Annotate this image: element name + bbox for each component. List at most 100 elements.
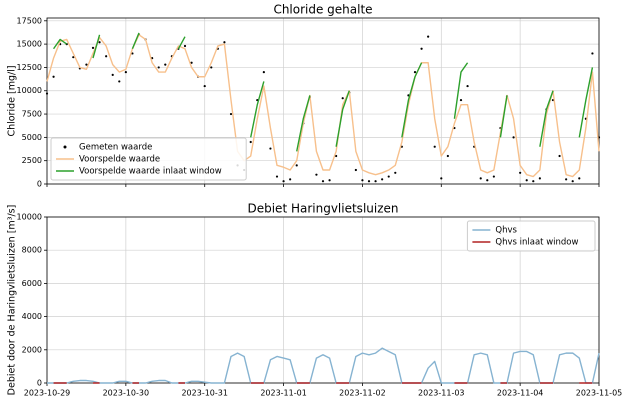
data-point [321,180,325,183]
data-point [433,145,436,148]
plot-frame [46,216,600,384]
data-point [387,175,390,178]
data-point [591,52,594,55]
data-point [52,75,55,78]
data-point [374,180,377,183]
data-point [164,63,167,66]
plot-frame [46,17,600,185]
data-point [466,84,469,88]
data-point [558,154,561,158]
y-tick-label: 5000 [22,133,42,142]
data-point [105,55,108,58]
data-point [275,175,279,178]
data-point [459,98,463,102]
y-tick-label: 0 [37,379,42,388]
series-line [47,347,600,384]
data-point [249,140,252,144]
legend-box [466,220,596,252]
data-point [427,35,430,38]
x-tick-label: 2023-10-30 [103,389,150,398]
data-point [289,178,292,181]
legend-marker [63,145,67,149]
data-point [525,179,528,182]
data-point [381,178,384,181]
data-point [91,46,95,49]
data-point [157,66,160,69]
x-tick-label: 2023-11-02 [339,389,386,398]
data-point [223,41,226,44]
data-point [335,154,338,158]
data-point [440,177,443,180]
data-point [341,97,344,100]
data-point [413,70,417,74]
data-point [532,180,535,183]
data-point [262,70,265,74]
data-point [486,179,489,182]
data-point [519,171,522,174]
x-tick-label: 2023-11-03 [418,389,465,398]
x-tick-label: 2023-10-29 [24,389,71,398]
x-tick-label: 2023-10-31 [181,389,228,398]
x-tick-label: 2023-11-04 [497,389,544,398]
data-point [72,56,75,59]
data-point [210,66,213,69]
data-point [131,52,134,55]
data-point [420,47,423,50]
data-point [295,164,298,167]
y-tick-label: 15000 [17,40,42,49]
legend-label: Voorspelde waarde inlaat window [79,167,222,177]
y-axis-label: Chloride [mg/l] [7,65,18,136]
data-point [315,173,318,176]
legend-label: Qhvs [495,226,517,236]
y-axis-label: Debiet door de Haringvlietsluizen [m³/s] [7,205,18,396]
data-point [203,84,206,88]
data-point [578,177,581,180]
legend-label: Voorspelde waarde [79,155,160,165]
legend-box [50,137,247,181]
legend-label: Qhvs inlaat window [495,238,578,248]
data-point [111,73,114,76]
data-point [492,175,495,178]
data-point [394,171,397,174]
data-point [190,61,193,64]
data-point [565,178,568,181]
data-point [45,92,49,95]
y-tick-label: 0 [37,180,42,189]
y-tick-label: 7500 [22,110,42,119]
legend: Qhvs Qhvs inlaat window [466,220,596,252]
data-point [354,168,357,172]
y-tick-label: 12500 [17,63,42,72]
y-tick-label: 2500 [22,156,42,165]
legend-label: Gemeten waarde [79,143,152,153]
data-point [229,112,233,116]
y-tick-label: 10000 [17,213,42,222]
data-point [479,177,482,180]
data-point [367,180,371,183]
y-tick-label: 4000 [22,312,42,321]
data-point [446,154,449,158]
x-tick-label: 2023-11-05 [576,389,623,398]
y-tick-label: 6000 [22,279,42,288]
data-point [512,136,515,139]
data-point [98,41,101,44]
y-tick-label: 10000 [17,86,42,95]
data-point [269,147,272,150]
legend: Gemeten waarde Voorspelde waarde Voorspeld… [50,137,247,181]
x-tick-label: 2023-11-01 [260,389,307,398]
data-point [118,80,121,83]
y-tick-label: 8000 [22,246,42,255]
data-point [571,180,574,183]
y-tick-label: 2000 [22,345,42,354]
data-point [85,63,88,66]
data-point [361,179,364,182]
data-point [183,44,187,48]
y-tick-label: 17500 [17,16,42,25]
series-line [52,32,594,152]
data-point [538,177,541,180]
data-point [124,70,127,74]
data-point [282,180,285,183]
chart-title: Debiet Haringvlietsluizen [247,202,398,216]
data-point [328,179,331,182]
chart-title: Chloride gehalte [273,3,372,17]
